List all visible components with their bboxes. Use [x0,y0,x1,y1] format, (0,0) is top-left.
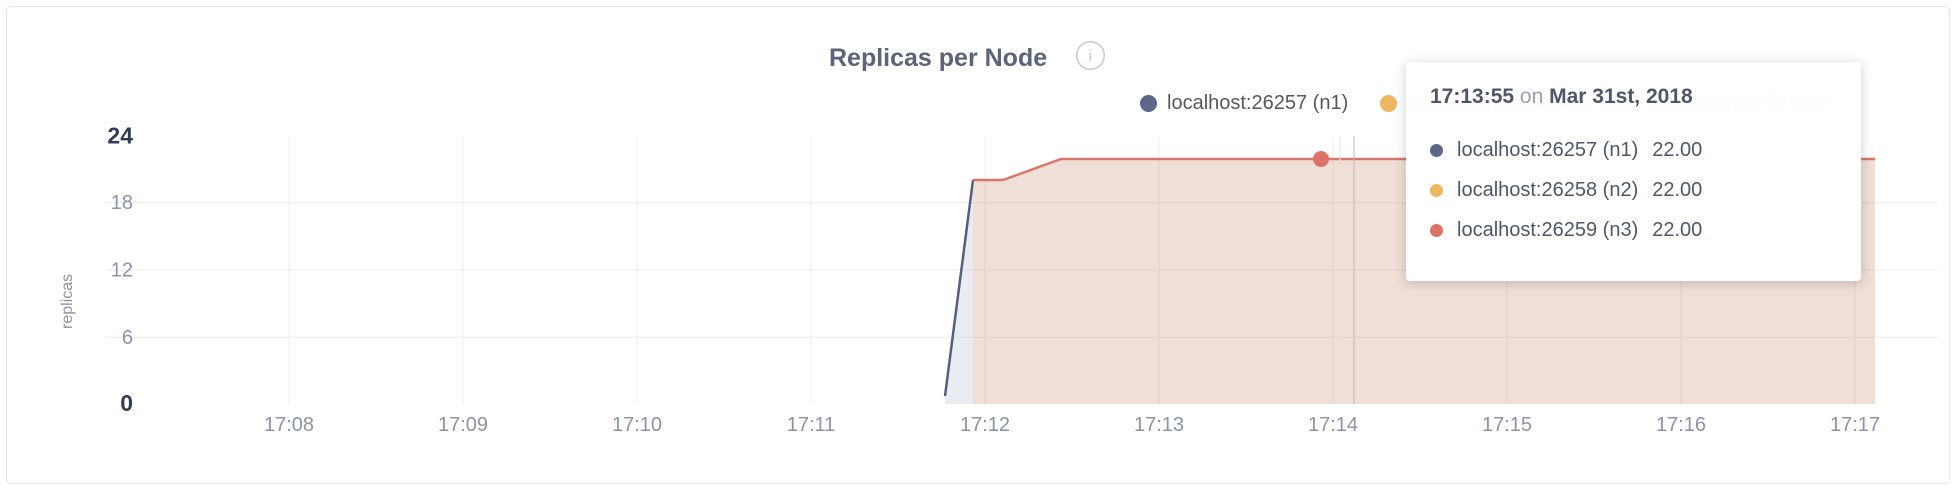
svg-text:18: 18 [111,192,133,214]
svg-text:17:11: 17:11 [787,414,836,436]
svg-text:6: 6 [122,327,133,349]
svg-text:17:14: 17:14 [1308,414,1358,436]
svg-text:17:10: 17:10 [612,414,662,436]
svg-text:17:16: 17:16 [1656,414,1706,436]
svg-text:0: 0 [120,390,133,416]
svg-text:17:13: 17:13 [1134,414,1184,436]
svg-text:24: 24 [107,123,133,149]
svg-text:17:15: 17:15 [1482,414,1532,436]
svg-text:17:17: 17:17 [1830,414,1880,436]
svg-text:17:09: 17:09 [438,414,488,436]
svg-text:12: 12 [111,260,133,282]
svg-text:17:12: 17:12 [960,414,1010,436]
svg-text:17:08: 17:08 [264,414,314,436]
